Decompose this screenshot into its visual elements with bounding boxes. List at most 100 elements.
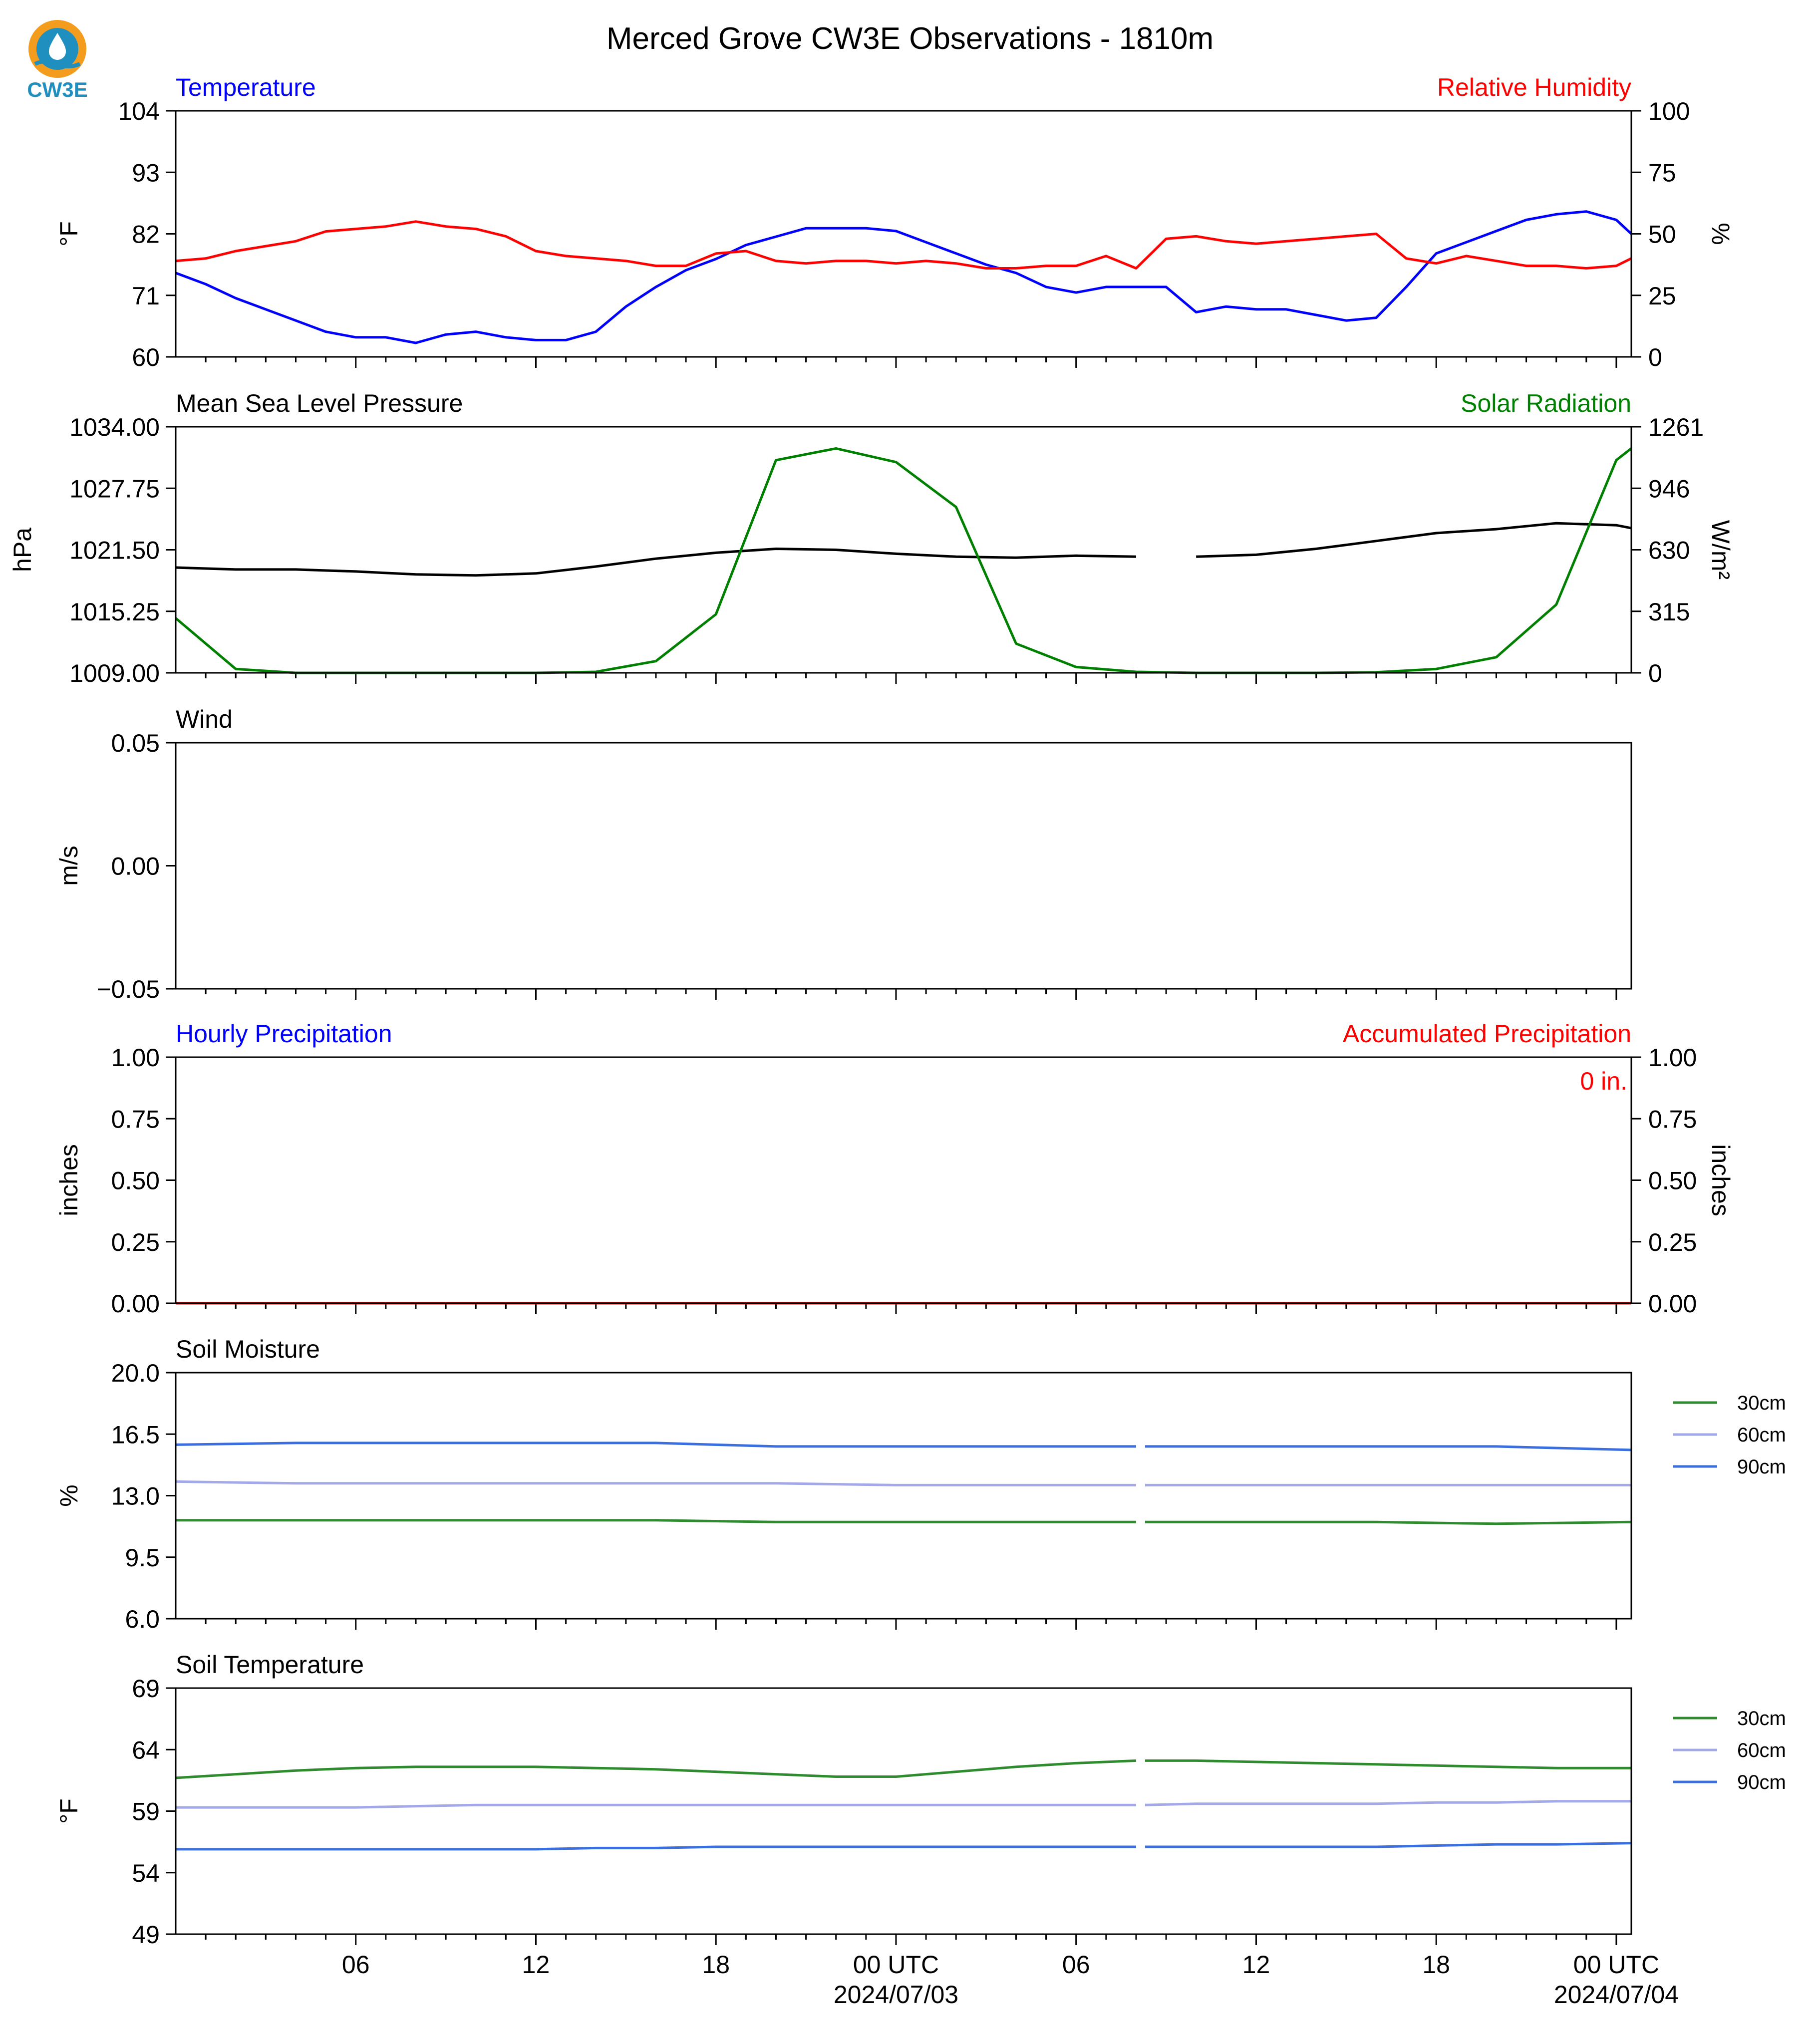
panel-title-left: Mean Sea Level Pressure xyxy=(176,389,463,417)
y-tick-label: 93 xyxy=(132,159,160,187)
series-line-mean-sea-level-pressure xyxy=(175,548,1137,577)
legend-label: 30cm xyxy=(1737,1392,1786,1414)
plot-frame xyxy=(175,426,1632,674)
y-right-tick-label: 75 xyxy=(1648,159,1676,187)
panel-title-right: Relative Humidity xyxy=(1437,73,1631,101)
y-right-tick-label: 0.75 xyxy=(1648,1105,1697,1133)
series-line-30cm xyxy=(175,1759,1137,1779)
y-tick-label: 0.00 xyxy=(111,853,160,880)
y-tick-label: 69 xyxy=(132,1675,160,1703)
y-tick-label: 0.05 xyxy=(111,729,160,757)
series-line-temperature xyxy=(175,210,1632,344)
y-tick-label: −0.05 xyxy=(96,975,160,1003)
panel-title-left: Hourly Precipitation xyxy=(176,1020,392,1048)
legend-label: 90cm xyxy=(1737,1771,1786,1793)
y-right-axis-label: W/m² xyxy=(1707,520,1735,579)
y-tick-label: 0.75 xyxy=(111,1105,160,1133)
y-axis-label: inches xyxy=(55,1144,83,1216)
panel-title-right: Accumulated Precipitation xyxy=(1343,1020,1631,1048)
y-right-tick-label: 0 xyxy=(1648,343,1662,371)
x-tick-label: 18 xyxy=(702,1951,730,1979)
y-tick-label: 1.00 xyxy=(111,1044,160,1072)
series-line-30cm xyxy=(176,1519,1136,1523)
series-line-30cm xyxy=(1145,1759,1631,1769)
plot-frame xyxy=(175,742,1632,990)
panel-soil_moisture: 6.0 9.5 13.0 16.5 20.0% Soil Moisture 30cm 60cm… xyxy=(55,1335,1786,1633)
y-tick-label: 0.50 xyxy=(111,1167,160,1195)
y-tick-label: 71 xyxy=(132,282,160,310)
y-tick-label: 6.0 xyxy=(125,1605,160,1633)
y-right-tick-label: 50 xyxy=(1648,221,1676,249)
y-tick-label: 59 xyxy=(132,1798,160,1826)
y-right-tick-label: 1261 xyxy=(1648,413,1704,441)
series-line-90cm xyxy=(176,1845,1136,1851)
y-tick-label: 64 xyxy=(132,1736,160,1764)
y-tick-label: 20.0 xyxy=(111,1359,160,1387)
y-tick-label: 60 xyxy=(132,343,160,371)
figure-title: Merced Grove CW3E Observations - 1810m xyxy=(607,21,1213,56)
x-tick-label: 12 xyxy=(1242,1951,1270,1979)
y-tick-label: 0.00 xyxy=(111,1290,160,1318)
legend-label: 60cm xyxy=(1737,1739,1786,1761)
panel-pressure_solar: 1009.00 1015.25 1021.50 1027.75 1034.00 0 315 6… xyxy=(8,389,1735,687)
y-right-tick-label: 315 xyxy=(1648,598,1690,626)
x-tick-label: 12 xyxy=(522,1951,550,1979)
panel-temperature_rh: 60 71 82 93 104 0 25 50 75 100 °F % Temperature Relat… xyxy=(55,73,1735,371)
panel-title-left: Temperature xyxy=(176,73,316,101)
series-line-30cm xyxy=(1145,1520,1632,1525)
x-date-label: 2024/07/03 xyxy=(834,1981,958,2009)
series-line-solar-radiation xyxy=(175,447,1632,674)
y-tick-label: 13.0 xyxy=(111,1482,160,1510)
y-tick-label: 1034.00 xyxy=(69,413,160,441)
y-tick-label: 1021.50 xyxy=(69,537,160,565)
y-right-axis-label: % xyxy=(1707,223,1735,245)
series-line-mean-sea-level-pressure xyxy=(1196,522,1632,558)
logo-water-drop-icon xyxy=(49,33,66,60)
y-right-tick-label: 100 xyxy=(1648,97,1690,125)
legend-label: 30cm xyxy=(1737,1708,1786,1730)
y-tick-label: 54 xyxy=(132,1859,160,1887)
x-tick-label: 00 UTC xyxy=(1573,1951,1659,1979)
panel-title-left: Soil Temperature xyxy=(176,1651,364,1679)
logo-wave-icon xyxy=(34,59,81,68)
y-axis-label: m/s xyxy=(55,846,83,886)
y-axis-label: % xyxy=(55,1484,83,1506)
y-right-tick-label: 1.00 xyxy=(1648,1044,1697,1072)
panel-soil_temperature: 49 54 59 64 69 °F Soil Temperature 30cm 60cm 90cm… xyxy=(55,1651,1786,2009)
y-right-tick-label: 25 xyxy=(1648,282,1676,310)
y-tick-label: 104 xyxy=(118,97,160,125)
plot-frame xyxy=(175,1056,1632,1304)
plot-frame xyxy=(175,1687,1632,1935)
series-line-90cm xyxy=(1145,1842,1632,1848)
series-line-60cm xyxy=(1145,1800,1631,1806)
y-right-tick-label: 946 xyxy=(1648,475,1690,503)
x-date-label: 2024/07/04 xyxy=(1554,1981,1679,2009)
series-line-60cm xyxy=(176,1803,1136,1809)
cw3e-logo: CW3E xyxy=(27,20,88,101)
y-right-tick-label: 0.25 xyxy=(1648,1228,1697,1256)
y-axis-label: °F xyxy=(55,1798,83,1824)
y-tick-label: 1027.75 xyxy=(69,475,160,503)
legend-label: 90cm xyxy=(1737,1456,1786,1478)
y-tick-label: 1015.25 xyxy=(69,598,160,626)
y-axis-label: hPa xyxy=(8,528,36,572)
y-right-axis-label: inches xyxy=(1707,1144,1735,1216)
y-tick-label: 49 xyxy=(132,1921,160,1949)
panel-wind: −0.05 0.00 0.05 m/s Wind xyxy=(55,705,1632,1003)
plot-frame xyxy=(175,110,1632,358)
legend-label: 60cm xyxy=(1737,1424,1786,1446)
panel-title-right: Solar Radiation xyxy=(1461,389,1631,417)
y-right-tick-label: 0 xyxy=(1648,659,1662,687)
plot-frame xyxy=(175,1372,1632,1620)
y-right-tick-label: 0.50 xyxy=(1648,1167,1697,1195)
y-tick-label: 82 xyxy=(132,221,160,249)
precip-total-annotation: 0 in. xyxy=(1580,1067,1627,1095)
y-tick-label: 9.5 xyxy=(125,1544,160,1572)
series-line-90cm xyxy=(175,1442,1136,1448)
y-right-tick-label: 0.00 xyxy=(1648,1290,1697,1318)
series-line-90cm xyxy=(1145,1445,1632,1451)
y-tick-label: 1009.00 xyxy=(69,659,160,687)
y-tick-label: 0.25 xyxy=(111,1228,160,1256)
panel-precipitation: 0.00 0.25 0.50 0.75 1.00 0.00 0.25 0.50 0.75 1.00… xyxy=(55,1020,1735,1318)
